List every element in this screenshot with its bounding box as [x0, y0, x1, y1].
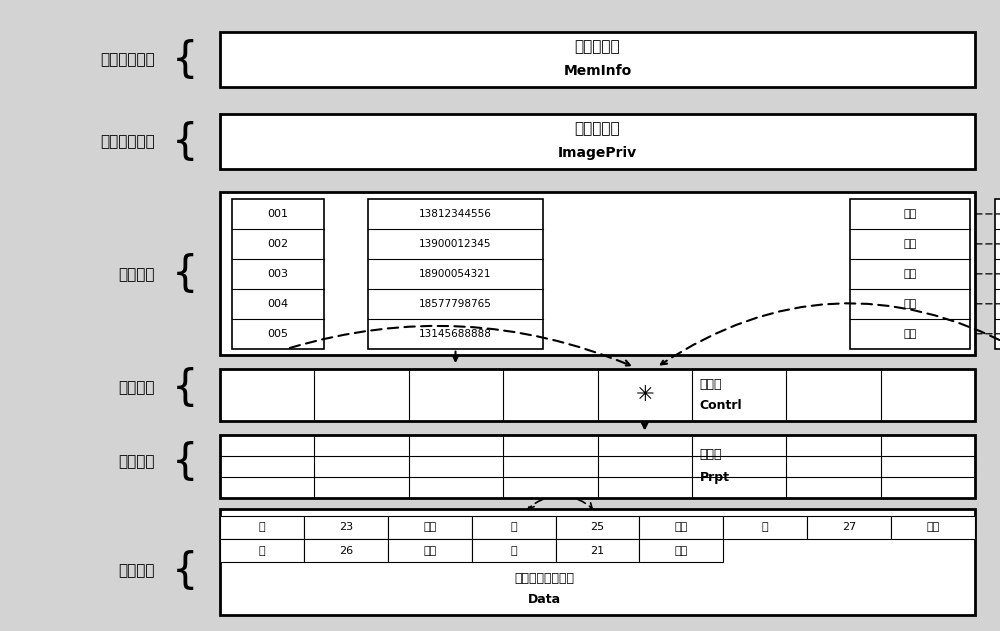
- Text: 硕士: 硕士: [423, 546, 436, 555]
- Text: {: {: [172, 441, 198, 483]
- Bar: [388, 516, 472, 539]
- Text: 男: 男: [259, 522, 265, 532]
- Text: 访问权限区：: 访问权限区：: [100, 134, 155, 150]
- Bar: [556, 539, 639, 562]
- Bar: [220, 114, 975, 169]
- Text: Contrl: Contrl: [699, 399, 742, 411]
- Bar: [220, 539, 304, 562]
- Text: {: {: [172, 121, 198, 163]
- Text: MemInfo: MemInfo: [563, 64, 632, 78]
- Text: 属性区: 属性区: [699, 448, 722, 461]
- Text: 女: 女: [510, 546, 517, 555]
- Text: 13900012345: 13900012345: [419, 239, 492, 249]
- Bar: [639, 539, 723, 562]
- Text: 李乐: 李乐: [903, 329, 917, 339]
- Text: ✳: ✳: [635, 385, 654, 405]
- Text: 21: 21: [590, 546, 605, 555]
- Text: {: {: [172, 550, 198, 592]
- Bar: [723, 516, 807, 539]
- Text: 博士: 博士: [926, 522, 940, 532]
- Text: 索引区：: 索引区：: [119, 267, 155, 282]
- Text: 男: 男: [510, 522, 517, 532]
- Bar: [556, 516, 639, 539]
- Text: {: {: [172, 367, 198, 409]
- Bar: [807, 516, 891, 539]
- Bar: [472, 539, 556, 562]
- Bar: [639, 516, 723, 539]
- Text: 内存信息区：: 内存信息区：: [100, 52, 155, 68]
- Text: 存放实际的属性值: 存放实际的属性值: [515, 572, 575, 585]
- Bar: [995, 199, 1000, 349]
- Text: 003: 003: [268, 269, 288, 279]
- Text: 访问权限区: 访问权限区: [575, 121, 620, 136]
- Bar: [220, 32, 975, 87]
- Bar: [891, 516, 975, 539]
- Text: 女: 女: [259, 546, 265, 555]
- Text: {: {: [172, 254, 198, 295]
- Text: 总控区：: 总控区：: [119, 380, 155, 396]
- Bar: [220, 509, 975, 615]
- Bar: [850, 199, 970, 349]
- Text: Prpt: Prpt: [699, 471, 729, 483]
- Bar: [220, 516, 304, 539]
- Text: 004: 004: [267, 299, 289, 309]
- Text: 硕士: 硕士: [675, 522, 688, 532]
- Text: 005: 005: [268, 329, 288, 339]
- Text: 26: 26: [339, 546, 353, 555]
- Text: 张三: 张三: [903, 209, 917, 219]
- Text: 李四: 李四: [903, 239, 917, 249]
- Bar: [472, 516, 556, 539]
- Text: 27: 27: [842, 522, 856, 532]
- Text: 13145688888: 13145688888: [419, 329, 492, 339]
- Text: 25: 25: [590, 522, 605, 532]
- Text: 13812344556: 13812344556: [419, 209, 492, 219]
- Text: 001: 001: [268, 209, 288, 219]
- Text: 数据区：: 数据区：: [119, 563, 155, 579]
- Text: 本科: 本科: [423, 522, 436, 532]
- Bar: [232, 199, 324, 349]
- Text: 王乙: 王乙: [903, 269, 917, 279]
- Bar: [220, 192, 975, 355]
- Text: 总控区: 总控区: [699, 378, 722, 391]
- Bar: [304, 516, 388, 539]
- Text: 002: 002: [267, 239, 289, 249]
- Bar: [368, 199, 543, 349]
- Text: 内存信息区: 内存信息区: [575, 39, 620, 54]
- Text: ImagePriv: ImagePriv: [558, 146, 637, 160]
- Text: 女: 女: [762, 522, 769, 532]
- Bar: [220, 369, 975, 421]
- Text: Data: Data: [528, 593, 561, 606]
- Text: 周丽: 周丽: [903, 299, 917, 309]
- Text: 18900054321: 18900054321: [419, 269, 492, 279]
- Bar: [388, 539, 472, 562]
- Text: 属性区：: 属性区：: [119, 454, 155, 469]
- Bar: [304, 539, 388, 562]
- Text: 18577798765: 18577798765: [419, 299, 492, 309]
- Text: 23: 23: [339, 522, 353, 532]
- Text: {: {: [172, 39, 198, 81]
- Text: 本科: 本科: [675, 546, 688, 555]
- Bar: [220, 435, 975, 498]
